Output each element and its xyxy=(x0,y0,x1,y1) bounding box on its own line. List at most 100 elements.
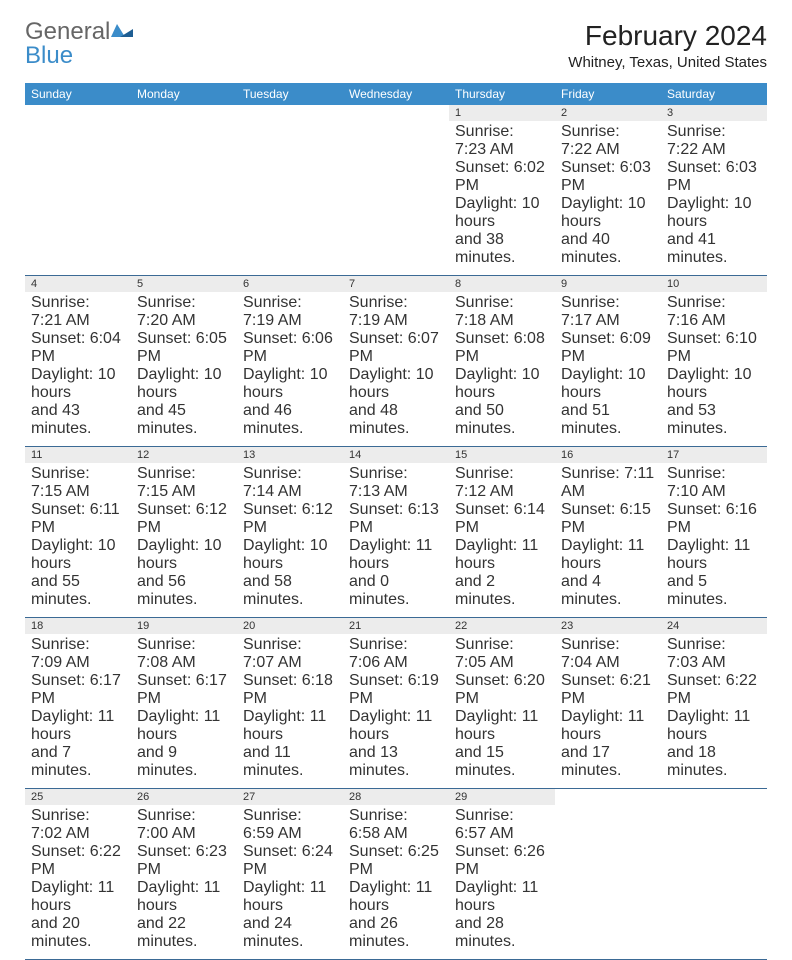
sunset-text: Sunset: 6:24 PM xyxy=(243,843,337,879)
day-data-cell: Sunrise: 7:10 AMSunset: 6:16 PMDaylight:… xyxy=(661,463,767,617)
sunrise-text: Sunrise: 7:21 AM xyxy=(31,294,125,330)
day-header-row: Sunday Monday Tuesday Wednesday Thursday… xyxy=(25,83,767,105)
sunrise-text: Sunrise: 7:06 AM xyxy=(349,636,443,672)
sunrise-text: Sunrise: 7:08 AM xyxy=(137,636,231,672)
day-data-cell: Sunrise: 7:20 AMSunset: 6:05 PMDaylight:… xyxy=(131,292,237,446)
sunset-text: Sunset: 6:21 PM xyxy=(561,672,655,708)
sunset-text: Sunset: 6:13 PM xyxy=(349,501,443,537)
daylight-text-1: Daylight: 11 hours xyxy=(667,537,761,573)
day-data-cell: Sunrise: 7:06 AMSunset: 6:19 PMDaylight:… xyxy=(343,634,449,788)
day-data-cell xyxy=(25,121,131,275)
day-data-cell xyxy=(131,121,237,275)
day-data-cell: Sunrise: 7:07 AMSunset: 6:18 PMDaylight:… xyxy=(237,634,343,788)
day-header: Friday xyxy=(555,83,661,105)
sunset-text: Sunset: 6:12 PM xyxy=(243,501,337,537)
daylight-text-1: Daylight: 11 hours xyxy=(137,879,231,915)
day-number-cell: 17 xyxy=(661,447,767,463)
daylight-text-1: Daylight: 11 hours xyxy=(243,879,337,915)
daylight-text-2: and 5 minutes. xyxy=(667,573,761,609)
daylight-text-1: Daylight: 11 hours xyxy=(31,879,125,915)
week-daynum-row: 11121314151617 xyxy=(25,447,767,463)
sunset-text: Sunset: 6:16 PM xyxy=(667,501,761,537)
day-data-cell: Sunrise: 7:08 AMSunset: 6:17 PMDaylight:… xyxy=(131,634,237,788)
day-number-cell: 5 xyxy=(131,276,237,292)
sunset-text: Sunset: 6:09 PM xyxy=(561,330,655,366)
day-number-cell: 28 xyxy=(343,789,449,805)
daylight-text-2: and 17 minutes. xyxy=(561,744,655,780)
day-number-cell: 20 xyxy=(237,618,343,634)
daylight-text-1: Daylight: 11 hours xyxy=(349,537,443,573)
sunset-text: Sunset: 6:22 PM xyxy=(667,672,761,708)
day-data-cell xyxy=(237,121,343,275)
day-header: Wednesday xyxy=(343,83,449,105)
day-data-cell: Sunrise: 7:02 AMSunset: 6:22 PMDaylight:… xyxy=(25,805,131,959)
sunrise-text: Sunrise: 7:03 AM xyxy=(667,636,761,672)
sunrise-text: Sunrise: 7:13 AM xyxy=(349,465,443,501)
day-data-cell: Sunrise: 6:59 AMSunset: 6:24 PMDaylight:… xyxy=(237,805,343,959)
sunrise-text: Sunrise: 7:10 AM xyxy=(667,465,761,501)
day-data-cell: Sunrise: 7:04 AMSunset: 6:21 PMDaylight:… xyxy=(555,634,661,788)
week-daynum-row: 45678910 xyxy=(25,276,767,292)
daylight-text-2: and 48 minutes. xyxy=(349,402,443,438)
daylight-text-2: and 13 minutes. xyxy=(349,744,443,780)
logo-text-1: General xyxy=(25,18,110,45)
daylight-text-1: Daylight: 10 hours xyxy=(455,366,549,402)
sunset-text: Sunset: 6:08 PM xyxy=(455,330,549,366)
daylight-text-1: Daylight: 10 hours xyxy=(31,537,125,573)
daylight-text-1: Daylight: 11 hours xyxy=(667,708,761,744)
daylight-text-1: Daylight: 10 hours xyxy=(455,195,549,231)
day-number-cell: 3 xyxy=(661,105,767,121)
daylight-text-2: and 11 minutes. xyxy=(243,744,337,780)
daylight-text-1: Daylight: 10 hours xyxy=(561,366,655,402)
sunset-text: Sunset: 6:03 PM xyxy=(561,159,655,195)
daylight-text-1: Daylight: 10 hours xyxy=(561,195,655,231)
sunrise-text: Sunrise: 7:12 AM xyxy=(455,465,549,501)
week-data-row: Sunrise: 7:02 AMSunset: 6:22 PMDaylight:… xyxy=(25,805,767,959)
day-number-cell xyxy=(25,105,131,121)
day-number-cell: 29 xyxy=(449,789,555,805)
day-data-cell: Sunrise: 7:22 AMSunset: 6:03 PMDaylight:… xyxy=(661,121,767,275)
day-number-cell: 15 xyxy=(449,447,555,463)
daylight-text-2: and 7 minutes. xyxy=(31,744,125,780)
day-data-cell: Sunrise: 7:15 AMSunset: 6:11 PMDaylight:… xyxy=(25,463,131,617)
sunset-text: Sunset: 6:18 PM xyxy=(243,672,337,708)
daylight-text-1: Daylight: 11 hours xyxy=(349,708,443,744)
sunset-text: Sunset: 6:25 PM xyxy=(349,843,443,879)
day-number-cell: 8 xyxy=(449,276,555,292)
daylight-text-1: Daylight: 11 hours xyxy=(455,708,549,744)
sunset-text: Sunset: 6:19 PM xyxy=(349,672,443,708)
daylight-text-2: and 15 minutes. xyxy=(455,744,549,780)
daylight-text-2: and 26 minutes. xyxy=(349,915,443,951)
day-data-cell: Sunrise: 7:13 AMSunset: 6:13 PMDaylight:… xyxy=(343,463,449,617)
week-data-row: Sunrise: 7:15 AMSunset: 6:11 PMDaylight:… xyxy=(25,463,767,617)
sunrise-text: Sunrise: 7:11 AM xyxy=(561,465,655,501)
sunset-text: Sunset: 6:11 PM xyxy=(31,501,125,537)
daylight-text-2: and 38 minutes. xyxy=(455,231,549,267)
day-number-cell: 23 xyxy=(555,618,661,634)
week-data-row: Sunrise: 7:09 AMSunset: 6:17 PMDaylight:… xyxy=(25,634,767,788)
sunrise-text: Sunrise: 7:17 AM xyxy=(561,294,655,330)
sunset-text: Sunset: 6:23 PM xyxy=(137,843,231,879)
day-data-cell: Sunrise: 7:21 AMSunset: 6:04 PMDaylight:… xyxy=(25,292,131,446)
day-number-cell: 9 xyxy=(555,276,661,292)
sunset-text: Sunset: 6:02 PM xyxy=(455,159,549,195)
sunset-text: Sunset: 6:06 PM xyxy=(243,330,337,366)
daylight-text-2: and 55 minutes. xyxy=(31,573,125,609)
daylight-text-2: and 22 minutes. xyxy=(137,915,231,951)
day-number-cell: 22 xyxy=(449,618,555,634)
week-data-row: Sunrise: 7:23 AMSunset: 6:02 PMDaylight:… xyxy=(25,121,767,275)
daylight-text-1: Daylight: 11 hours xyxy=(455,879,549,915)
sunset-text: Sunset: 6:17 PM xyxy=(31,672,125,708)
sunset-text: Sunset: 6:20 PM xyxy=(455,672,549,708)
sunrise-text: Sunrise: 6:58 AM xyxy=(349,807,443,843)
day-data-cell: Sunrise: 7:03 AMSunset: 6:22 PMDaylight:… xyxy=(661,634,767,788)
day-number-cell xyxy=(555,789,661,805)
logo-text-2: Blue xyxy=(25,42,73,69)
day-data-cell: Sunrise: 7:09 AMSunset: 6:17 PMDaylight:… xyxy=(25,634,131,788)
daylight-text-2: and 50 minutes. xyxy=(455,402,549,438)
daylight-text-1: Daylight: 11 hours xyxy=(561,708,655,744)
daylight-text-2: and 0 minutes. xyxy=(349,573,443,609)
day-number-cell xyxy=(131,105,237,121)
sunrise-text: Sunrise: 7:22 AM xyxy=(561,123,655,159)
sunrise-text: Sunrise: 6:57 AM xyxy=(455,807,549,843)
